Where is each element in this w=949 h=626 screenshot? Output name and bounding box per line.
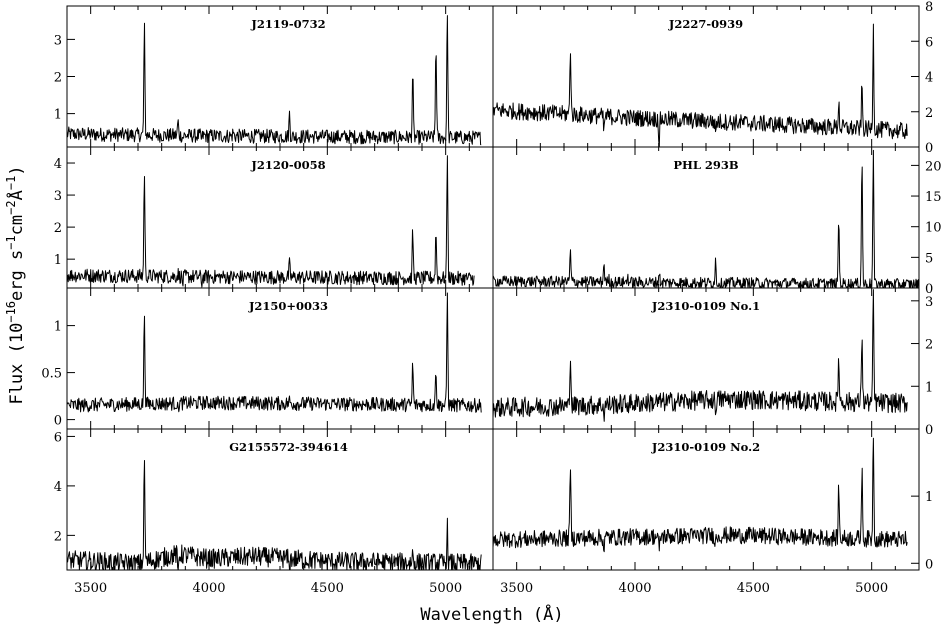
y-tick-label: 2 — [54, 71, 62, 86]
x-axis-title: Wavelength (Å) — [420, 603, 563, 625]
y-tick-label: 4 — [54, 157, 62, 172]
y-tick-label: 1 — [925, 380, 933, 395]
y-tick-label: 8 — [925, 0, 933, 15]
panel-label: J2310-0109 No.1 — [651, 299, 760, 313]
y-tick-label: 4 — [925, 71, 933, 86]
y-title-part: Å — [5, 190, 27, 200]
x-tick-label: 3500 — [74, 581, 107, 596]
y-tick-label: 3 — [925, 295, 933, 310]
y-tick-label: 2 — [925, 338, 933, 353]
panel-label: G2155572-394614 — [229, 440, 348, 454]
x-tick-label: 3500 — [500, 581, 533, 596]
panel-label: J2227-0939 — [668, 17, 743, 31]
y-tick-label: 0 — [54, 414, 62, 429]
spectrum-panel: 0 0.5 1 J2150+0033 — [41, 287, 494, 430]
x-tick-label: 4500 — [737, 581, 770, 596]
panels-group: 1 2 3 J2119-0732 1 2 3 4 J2120-0058 0 0.5 1 J2150+00… — [41, 0, 941, 596]
panel-label: J2310-0109 No.2 — [651, 440, 760, 454]
y-title-exp: −1 — [4, 176, 18, 190]
y-tick-label: 1 — [925, 490, 933, 505]
y-title-part: Flux (10 — [7, 323, 27, 405]
y-tick-label: 15 — [925, 190, 942, 205]
y-title-part: ) — [7, 165, 27, 175]
panel-label: J2120-0058 — [250, 158, 325, 172]
y-tick-label: 2 — [54, 529, 62, 544]
spectrum-trace — [66, 155, 475, 288]
y-title-part: cm — [7, 215, 27, 235]
y-tick-label: 4 — [54, 480, 62, 495]
y-tick-label: 3 — [54, 189, 62, 204]
y-axis-title: Flux (10−16erg s−1cm−2Å−1) — [4, 165, 27, 404]
spectrum-panel: 0 5 10 15 20 PHL 293B — [492, 146, 942, 297]
y-tick-label: 0 — [925, 557, 933, 572]
spectrum-panel: 0 1 2 3 J2310-0109 No.1 — [492, 287, 933, 438]
y-tick-label: 1 — [54, 253, 62, 268]
spectrum-panel: 0 2 4 6 8 J2227-0939 — [492, 0, 933, 156]
y-tick-label: 1 — [54, 320, 62, 335]
panel-label: PHL 293B — [673, 158, 739, 172]
x-tick-label: 4500 — [311, 581, 344, 596]
spectrum-trace — [492, 23, 908, 148]
y-tick-label: 0 — [925, 282, 933, 297]
spectrum-panel: 1 2 3 J2119-0732 — [54, 5, 494, 148]
spectrum-trace — [492, 289, 908, 422]
y-tick-label: 6 — [925, 35, 933, 50]
panel-label: J2119-0732 — [250, 17, 325, 31]
y-tick-label: 3 — [54, 33, 62, 48]
y-tick-label: 20 — [925, 159, 942, 174]
y-title-part: erg s — [7, 250, 27, 301]
spectrum-trace — [66, 292, 482, 413]
x-tick-label: 4000 — [192, 581, 225, 596]
spectrum-trace — [492, 437, 908, 553]
y-tick-label: 0 — [925, 141, 933, 156]
x-tick-label: 4000 — [618, 581, 651, 596]
y-tick-label: 2 — [925, 106, 933, 121]
y-title-exp: −1 — [4, 235, 18, 249]
y-tick-label: 5 — [925, 251, 933, 266]
spectrum-panel: 1 2 3 4 J2120-0058 — [54, 146, 494, 289]
x-tick-label: 5000 — [855, 581, 888, 596]
spectrum-trace — [66, 15, 482, 146]
x-tick-label: 5000 — [429, 581, 462, 596]
spectrum-panel: 0 1 J2310-0109 No.2 3500 4000 4500 5000 — [492, 428, 933, 596]
y-tick-label: 0 — [925, 423, 933, 438]
panel-label: J2150+0033 — [248, 299, 328, 313]
y-title-exp: −16 — [4, 301, 18, 323]
y-tick-label: 0.5 — [41, 367, 62, 382]
y-tick-label: 2 — [54, 221, 62, 236]
y-tick-label: 1 — [54, 108, 62, 123]
y-tick-label: 10 — [925, 221, 942, 236]
y-tick-label: 6 — [54, 430, 62, 445]
spectrum-panel: 2 4 6 G2155572-394614 3500 4000 4500 5000 — [54, 428, 494, 596]
y-title-exp: −2 — [4, 200, 18, 214]
spectrum-trace — [66, 460, 482, 571]
